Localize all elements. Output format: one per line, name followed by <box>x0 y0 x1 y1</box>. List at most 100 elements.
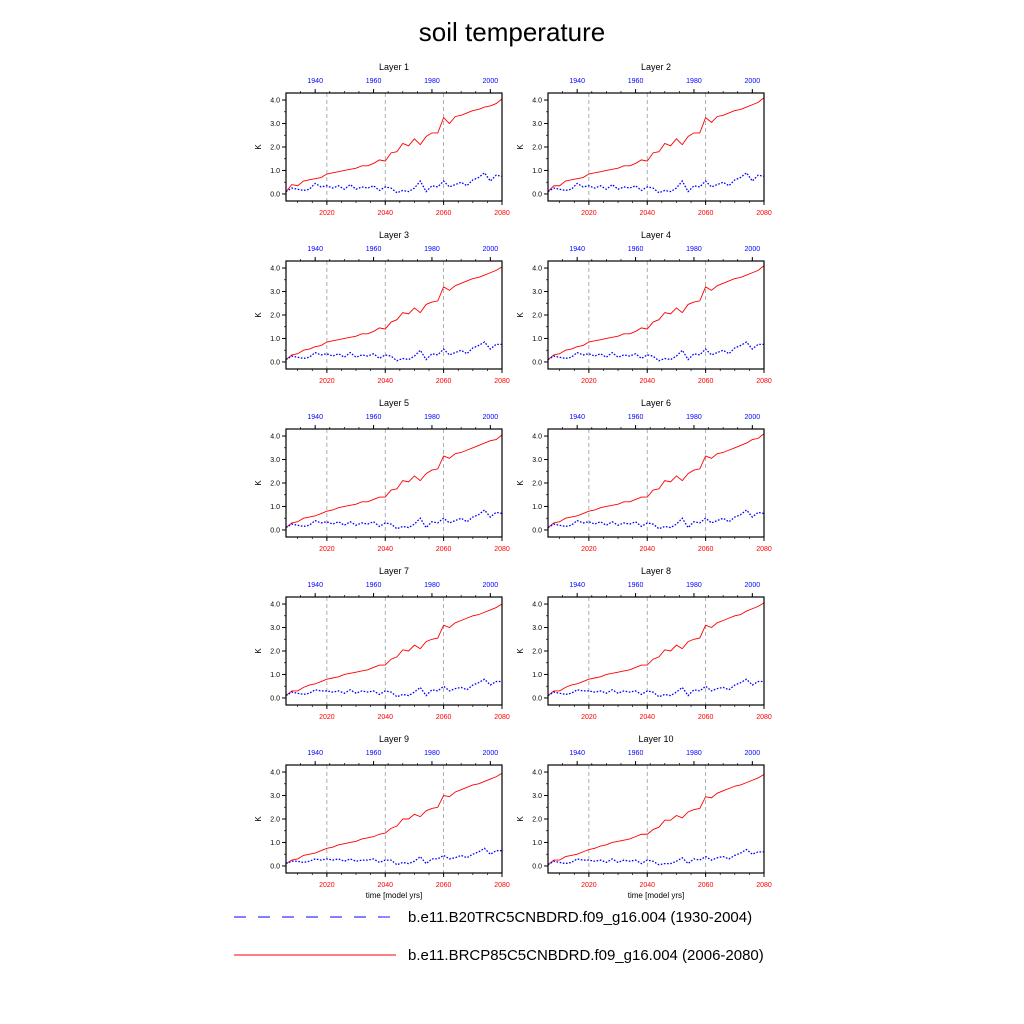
series-historical-line <box>547 509 765 530</box>
y-axis-label: K <box>516 144 525 150</box>
x-top-tick-label: 2000 <box>745 78 761 85</box>
series-historical-line <box>285 847 502 866</box>
y-tick-label: 0.0 <box>270 191 280 198</box>
x-bottom-tick-label: 2080 <box>494 714 510 721</box>
y-tick-label: 1.0 <box>270 504 280 511</box>
panel-title: Layer 4 <box>641 230 671 240</box>
y-tick-label: 1.0 <box>532 168 542 175</box>
x-top-tick-label: 1960 <box>366 78 382 85</box>
y-tick-label: 2.0 <box>532 817 542 824</box>
x-bottom-tick-label: 2080 <box>494 882 510 889</box>
x-top-tick-label: 2000 <box>483 750 499 757</box>
y-tick-label: 0.0 <box>532 191 542 198</box>
x-bottom-tick-label: 2060 <box>698 546 714 553</box>
y-axis-label: K <box>516 648 525 654</box>
y-tick-label: 3.0 <box>270 625 280 632</box>
panel-layer-3: Layer 3 0.0 1.0 2.0 3.0 4.0 K 2020 2040 2060 2080 1… <box>254 230 510 385</box>
y-tick-label: 1.0 <box>270 840 280 847</box>
x-top-tick-label: 1960 <box>628 246 644 253</box>
series-projection-line <box>285 772 503 864</box>
y-tick-label: 4.0 <box>532 770 542 777</box>
x-bottom-tick-label: 2040 <box>377 378 393 385</box>
series-historical-line <box>547 848 764 866</box>
y-tick-label: 3.0 <box>532 793 542 800</box>
y-tick-label: 4.0 <box>532 434 542 441</box>
x-bottom-tick-label: 2040 <box>377 546 393 553</box>
x-bottom-tick-label: 2040 <box>639 378 655 385</box>
series-historical-line <box>285 509 503 530</box>
x-top-tick-label: 1940 <box>569 750 585 757</box>
y-tick-label: 4.0 <box>270 266 280 273</box>
plot-frame <box>285 764 503 874</box>
y-tick-label: 1.0 <box>270 336 280 343</box>
y-tick-label: 4.0 <box>270 770 280 777</box>
y-tick-label: 2.0 <box>270 649 280 656</box>
x-top-tick-label: 1940 <box>307 78 323 85</box>
y-tick-label: 2.0 <box>532 481 542 488</box>
plot-frame <box>547 596 765 706</box>
legend: b.e11.B20TRC5CNBDRD.f09_g16.004 (1930-20… <box>234 909 764 964</box>
x-bottom-tick-label: 2060 <box>436 882 452 889</box>
y-tick-label: 3.0 <box>270 793 280 800</box>
y-tick-label: 2.0 <box>270 481 280 488</box>
series-projection-line <box>285 98 503 192</box>
plot-frame <box>547 260 765 370</box>
x-top-tick-label: 1940 <box>307 246 323 253</box>
x-bottom-tick-label: 2040 <box>639 210 655 217</box>
y-tick-label: 2.0 <box>532 145 542 152</box>
x-top-tick-label: 1980 <box>424 414 440 421</box>
y-tick-label: 4.0 <box>532 98 542 105</box>
series-historical-line <box>547 341 764 362</box>
x-bottom-tick-label: 2060 <box>698 210 714 217</box>
y-axis-label: K <box>254 816 263 822</box>
x-top-tick-label: 1980 <box>686 246 702 253</box>
x-top-tick-label: 2000 <box>483 414 499 421</box>
x-top-tick-label: 1960 <box>366 582 382 589</box>
x-bottom-tick-label: 2060 <box>698 714 714 721</box>
x-bottom-tick-label: 2060 <box>436 714 452 721</box>
x-bottom-tick-label: 2020 <box>319 546 335 553</box>
y-tick-label: 3.0 <box>270 457 280 464</box>
y-tick-label: 3.0 <box>270 121 280 128</box>
panel-layer-7: Layer 7 0.0 1.0 2.0 3.0 4.0 K 2020 2040 2060 2080 1… <box>254 566 510 721</box>
y-tick-label: 4.0 <box>270 434 280 441</box>
series-historical-line <box>285 678 502 698</box>
panel-layer-1: Layer 1 0.0 1.0 2.0 3.0 4.0 K 2020 2040 2060 2080 1… <box>254 62 510 217</box>
panel-layer-10: Layer 10 0.0 1.0 2.0 3.0 4.0 K 2020 2040 2060 2080… <box>516 734 772 900</box>
x-bottom-tick-label: 2040 <box>639 882 655 889</box>
y-tick-label: 1.0 <box>532 840 542 847</box>
x-top-tick-label: 1960 <box>628 750 644 757</box>
y-tick-label: 0.0 <box>532 863 542 870</box>
y-tick-label: 0.0 <box>270 863 280 870</box>
series-historical-line <box>547 678 764 698</box>
y-tick-label: 1.0 <box>532 504 542 511</box>
figure-title: soil temperature <box>419 17 605 47</box>
x-bottom-tick-label: 2020 <box>581 882 597 889</box>
x-top-tick-label: 1940 <box>307 414 323 421</box>
y-axis-label: K <box>254 648 263 654</box>
x-bottom-tick-label: 2060 <box>698 882 714 889</box>
x-top-tick-label: 1940 <box>569 246 585 253</box>
x-bottom-tick-label: 2020 <box>319 210 335 217</box>
series-historical-line <box>285 341 502 362</box>
y-tick-label: 1.0 <box>532 672 542 679</box>
y-tick-label: 0.0 <box>532 359 542 366</box>
panel-title: Layer 1 <box>379 62 409 72</box>
x-bottom-tick-label: 2080 <box>756 210 772 217</box>
series-projection-line <box>547 602 765 696</box>
x-top-tick-label: 1960 <box>366 750 382 757</box>
y-axis-label: K <box>254 480 263 486</box>
y-tick-label: 0.0 <box>270 695 280 702</box>
x-top-tick-label: 1980 <box>686 750 702 757</box>
panel-title: Layer 9 <box>379 734 409 744</box>
panel-title: Layer 8 <box>641 566 671 576</box>
x-bottom-tick-label: 2080 <box>756 378 772 385</box>
panel-layer-5: Layer 5 0.0 1.0 2.0 3.0 4.0 K 2020 2040 2060 2080 1… <box>254 398 510 553</box>
plot-frame <box>285 260 503 370</box>
x-bottom-tick-label: 2080 <box>494 546 510 553</box>
series-projection-line <box>285 603 503 696</box>
plot-frame <box>285 596 503 706</box>
y-axis-label: K <box>254 312 263 318</box>
y-tick-label: 0.0 <box>532 695 542 702</box>
x-top-tick-label: 1980 <box>424 750 440 757</box>
